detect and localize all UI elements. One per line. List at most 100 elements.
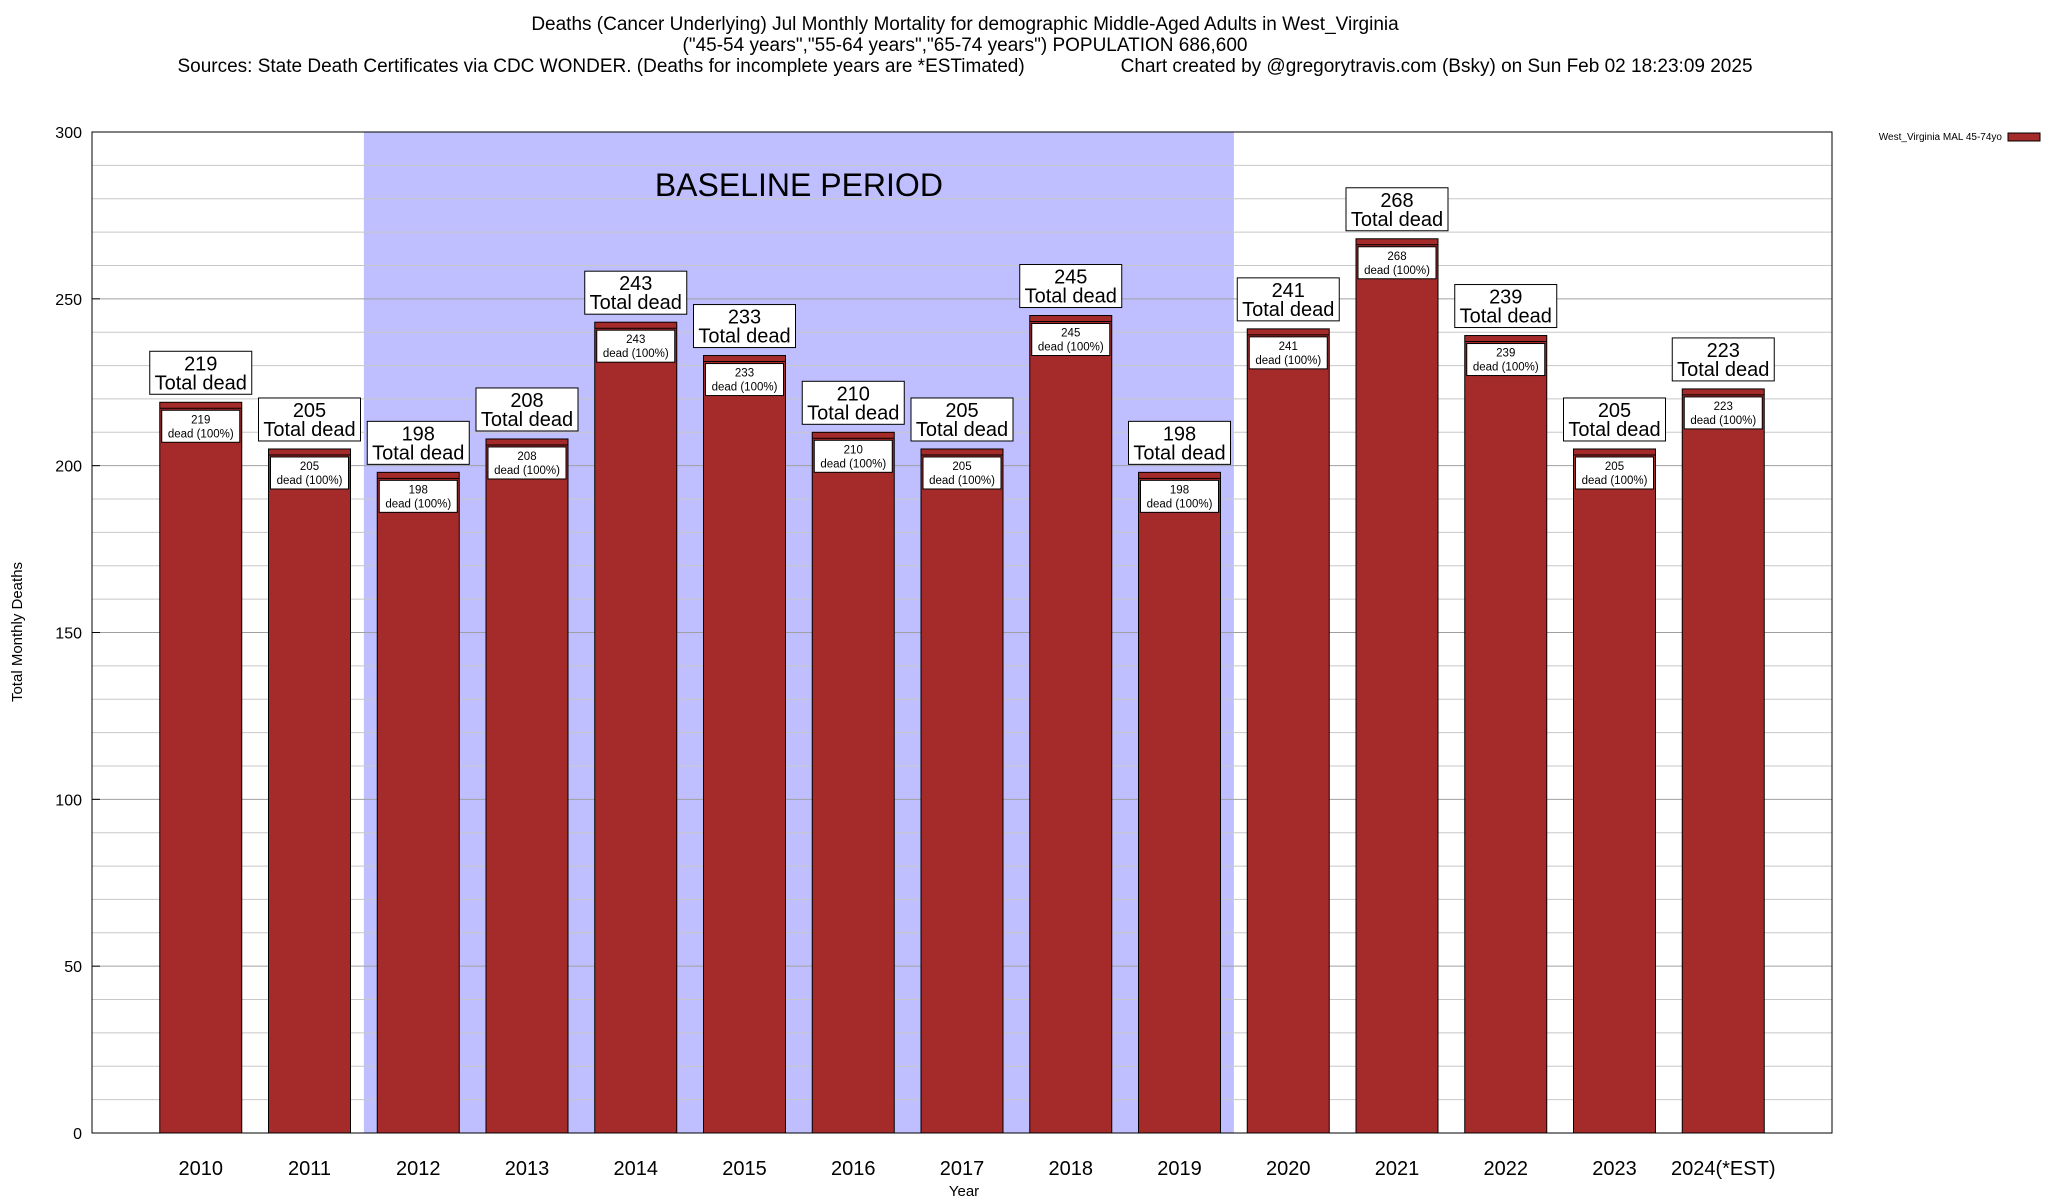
total-label-box [1236,277,1340,322]
chart-title: Deaths (Cancer Underlying) Jul Monthly M… [531,14,1399,35]
x-axis-label: Year [949,1183,979,1200]
total-label-box [584,270,688,315]
legend-swatch [2007,132,2041,142]
x-tick-label: 2019 [1157,1158,1202,1180]
bar [485,438,569,1134]
total-label-text: Total dead [1133,442,1225,464]
inner-label-box [705,363,784,397]
chart-sources: Sources: State Death Certificates via CD… [177,56,1025,77]
bar [159,401,243,1134]
inner-label-text: dead (100%) [385,498,451,510]
y-tick-label: 100 [55,792,82,809]
axis-layer: 2010 2011 2012 2013 2014 2015 2016 2017 2018 2019… [9,125,1833,1200]
bar [811,431,895,1134]
inner-label-box [596,329,676,363]
total-label-value: 208 [510,390,543,412]
inner-label-value: 268 [1387,251,1406,263]
total-label-box [693,304,796,349]
total-label-box [801,380,905,425]
inner-label-text: dead (100%) [1690,415,1756,427]
bar [268,448,351,1134]
inner-label-value: 233 [735,368,754,380]
total-label-value: 205 [293,400,326,422]
y-tick-label: 200 [55,459,82,476]
total-label-text: Total dead [1242,299,1334,321]
inner-label-value: 198 [1170,484,1189,496]
x-tick-label: 2010 [179,1158,224,1180]
inner-label-text: dead (100%) [1147,498,1213,510]
total-label-value: 198 [1163,423,1196,445]
total-label-text: Total dead [1025,286,1117,308]
total-label-value: 268 [1380,190,1413,212]
total-label-box [1345,187,1449,232]
total-label-text: Total dead [372,442,464,464]
inner-label-value: 243 [626,334,645,346]
total-label-box [475,387,579,432]
x-tick-label: 2021 [1375,1158,1420,1180]
y-tick-label: 0 [73,1126,82,1143]
inner-label-value: 205 [952,461,971,473]
total-label-box [1563,397,1666,442]
bar [376,471,460,1134]
total-label-value: 223 [1707,340,1740,362]
inner-label-box [1357,246,1437,280]
inner-label-value: 239 [1496,348,1515,360]
total-label-value: 245 [1054,267,1087,289]
total-label-value: 233 [728,307,761,329]
x-tick-label: 2015 [722,1158,767,1180]
bar [920,448,1004,1134]
inner-label-value: 205 [1605,461,1624,473]
x-tick-label: 2011 [288,1158,331,1180]
inner-label-value: 208 [517,451,536,463]
total-label-text: Total dead [916,419,1008,441]
bar [1464,335,1548,1134]
bar [1029,315,1113,1134]
bar [594,321,678,1134]
total-label-value: 210 [837,383,870,405]
y-tick-label: 50 [64,959,82,976]
inner-label-box [1466,343,1546,377]
inner-label-text: dead (100%) [1364,265,1430,277]
inner-label-value: 205 [300,461,319,473]
baseline-period-label: BASELINE PERIOD [655,167,943,203]
inner-label-text: dead (100%) [277,475,343,487]
total-label-text: Total dead [1568,419,1660,441]
total-label-value: 239 [1489,287,1522,309]
inner-label-box [1031,323,1111,357]
inner-label-box [161,409,241,443]
inner-label-text: dead (100%) [929,475,995,487]
x-tick-label: 2020 [1266,1158,1311,1180]
inner-label-text: dead (100%) [1473,362,1539,374]
inner-label-value: 198 [409,484,428,496]
inner-label-text: dead (100%) [1582,475,1648,487]
total-label-value: 241 [1272,280,1305,302]
inner-label-box [378,479,458,513]
inner-label-text: dead (100%) [603,348,669,360]
y-tick-label: 300 [55,125,82,142]
y-tick-label: 250 [55,292,82,309]
total-label-box [366,420,470,465]
total-label-text: Total dead [263,419,355,441]
inner-label-text: dead (100%) [820,458,886,470]
x-tick-label: 2022 [1484,1158,1529,1180]
x-tick-label: 2018 [1049,1158,1094,1180]
inner-label-value: 219 [191,414,210,426]
bar-layer [159,238,1765,1134]
inner-label-value: 241 [1279,341,1298,353]
x-tick-label: 2014 [614,1158,659,1180]
chart-title-block: Deaths (Cancer Underlying) Jul Monthly M… [0,14,1930,77]
total-label-box [910,397,1014,442]
chart-subtitle: ("45-54 years","55-64 years","65-74 year… [682,35,1248,56]
x-tick-label: 2016 [831,1158,876,1180]
bar [1681,388,1765,1134]
inner-label-box [1140,479,1219,513]
y-axis-label: Total Monthly Deaths [9,562,26,702]
bar [1573,448,1656,1134]
total-label-box [1454,284,1558,329]
inner-label-value: 245 [1061,328,1080,340]
total-label-box [1671,337,1775,382]
inner-label-value: 223 [1714,401,1733,413]
x-tick-label: 2013 [505,1158,550,1180]
inner-label-box [1683,396,1763,430]
